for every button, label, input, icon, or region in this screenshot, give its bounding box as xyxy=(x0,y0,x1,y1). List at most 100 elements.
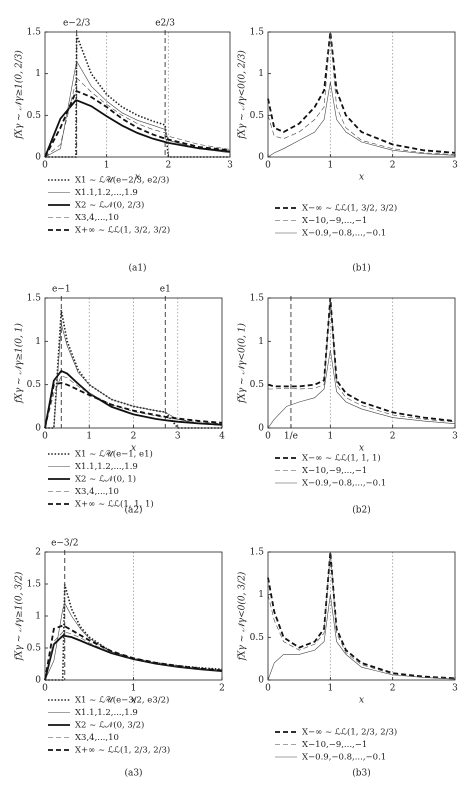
panel-label: (a2) xyxy=(124,505,142,516)
x-tick-label: 2 xyxy=(390,684,396,694)
panel-label: (b2) xyxy=(352,505,371,516)
x-tick-label: 0 xyxy=(42,684,48,694)
panel-label: (b3) xyxy=(352,768,371,779)
x-axis-label: x xyxy=(131,444,136,454)
legend-label: X1.1,1.2,...,1.9 xyxy=(75,462,138,472)
panel-label: (a1) xyxy=(128,263,146,274)
marker-label: e−3/2 xyxy=(51,539,78,549)
y-tick-label: 1.5 xyxy=(250,28,265,38)
y-axis-label: fXγ ~ 𝒩γ≥1(0, 2/3) xyxy=(14,50,25,140)
y-axis-label: fXγ ~ 𝒩γ<0(0, 3/2) xyxy=(237,571,248,661)
x-tick-label: 1 xyxy=(327,432,333,442)
x-tick-label: 0 xyxy=(42,432,48,442)
series-line xyxy=(267,31,456,154)
legend-label: X3,4,...,10 xyxy=(75,733,119,743)
y-tick-label: 0 xyxy=(35,153,41,163)
legend-label: X−10,−9,...,−1 xyxy=(302,216,367,226)
legend-label: X2 ~ ℒ𝒩(0, 3/2) xyxy=(75,720,144,731)
y-tick-label: 0 xyxy=(258,424,264,434)
marker-label: e−1 xyxy=(52,285,71,295)
y-tick-label: 0.5 xyxy=(250,380,265,390)
x-tick-label: 2 xyxy=(390,432,396,442)
y-axis-label: fXγ ~ 𝒩γ<0(0, 2/3) xyxy=(237,50,248,140)
y-tick-label: 1 xyxy=(258,69,264,79)
y-tick-label: 0.5 xyxy=(250,633,265,643)
x-tick-label: 3 xyxy=(175,432,181,442)
x-axis-label: x xyxy=(359,444,364,454)
legend-label: X+∞ ~ ℒℒ(1, 1, 1) xyxy=(75,499,154,510)
x-tick-label: 0 xyxy=(265,684,271,694)
x-axis-label: x xyxy=(359,173,364,183)
legend-label: X1.1,1.2,...,1.9 xyxy=(75,708,138,718)
panel-label: (a3) xyxy=(124,768,142,779)
y-tick-label: 1 xyxy=(258,337,264,347)
legend-label: X−∞ ~ ℒℒ(1, 1, 1) xyxy=(302,453,381,464)
x-tick-label: 3 xyxy=(452,161,458,171)
y-tick-label: 0.5 xyxy=(27,111,42,121)
series-line xyxy=(44,99,231,158)
x-tick-label: 1 xyxy=(131,684,137,694)
plot-frame xyxy=(267,297,456,429)
series-line xyxy=(44,369,223,429)
series-line xyxy=(44,624,223,681)
y-tick-label: 0.5 xyxy=(250,111,265,121)
y-tick-label: 1 xyxy=(35,69,41,79)
y-axis-label: fXγ ~ 𝒩γ<0(0, 1) xyxy=(237,323,248,404)
marker-label: e2/3 xyxy=(155,19,175,29)
legend-label: X+∞ ~ ℒℒ(1, 2/3, 2/3) xyxy=(75,745,170,756)
x-tick-label: 1 xyxy=(104,161,110,171)
x-tick-label: 1/e xyxy=(284,432,298,442)
legend-label: X−0.9,−0.8,...,−0.1 xyxy=(302,479,386,489)
plot-frame xyxy=(44,31,231,158)
legend-label: X+∞ ~ ℒℒ(1, 3/2, 3/2) xyxy=(75,225,170,236)
x-axis-label: x xyxy=(131,696,136,706)
panel-label: (b1) xyxy=(352,263,371,274)
x-tick-label: 3 xyxy=(227,161,233,171)
x-tick-label: 0 xyxy=(42,161,48,171)
legend-label: X1 ~ ℒ𝒰(e−3/2, e3/2) xyxy=(75,695,169,706)
legend-label: X1 ~ ℒ𝒰(e−2/3, e2/3) xyxy=(75,175,169,186)
x-tick-label: 2 xyxy=(165,161,171,171)
series-line xyxy=(44,90,231,158)
y-tick-label: 0.5 xyxy=(27,380,42,390)
series-line xyxy=(267,349,456,429)
y-axis-label: fXγ ~ 𝒩γ≥1(0, 3/2) xyxy=(14,571,25,661)
x-tick-label: 1 xyxy=(327,684,333,694)
series-line xyxy=(45,35,230,158)
x-tick-label: 1 xyxy=(327,161,333,171)
legend-label: X1 ~ ℒ𝒰(e−1, e1) xyxy=(75,449,153,460)
legend-label: X−∞ ~ ℒℒ(1, 2/3, 2/3) xyxy=(302,727,397,738)
y-tick-label: 2 xyxy=(35,548,41,558)
legend-label: X1.1,1.2,...,1.9 xyxy=(75,188,138,198)
x-tick-label: 2 xyxy=(390,161,396,171)
y-tick-label: 0 xyxy=(258,153,264,163)
plot-frame xyxy=(267,551,456,681)
series-line xyxy=(267,594,456,681)
y-tick-label: 0 xyxy=(35,424,41,434)
y-tick-label: 0 xyxy=(258,676,264,686)
x-axis-label: x xyxy=(135,173,140,183)
series-line xyxy=(44,634,223,681)
x-tick-label: 1 xyxy=(86,432,92,442)
legend-label: X−10,−9,...,−1 xyxy=(302,466,367,476)
x-tick-label: 3 xyxy=(452,432,458,442)
x-tick-label: 0 xyxy=(265,161,271,171)
legend-label: X−0.9,−0.8,...,−0.1 xyxy=(302,753,386,763)
y-tick-label: 1.5 xyxy=(27,28,42,38)
plot-frame xyxy=(267,31,456,158)
marker-label: e1 xyxy=(160,285,171,295)
series-line xyxy=(267,297,456,422)
y-tick-label: 1.5 xyxy=(250,294,265,304)
legend-label: X3,4,...,10 xyxy=(75,213,119,223)
legend-label: X2 ~ ℒ𝒩(0, 1) xyxy=(75,474,136,485)
x-tick-label: 4 xyxy=(219,432,225,442)
x-tick-label: 3 xyxy=(452,684,458,694)
y-tick-label: 1 xyxy=(258,590,264,600)
series-line xyxy=(44,381,223,429)
x-tick-label: 2 xyxy=(131,432,137,442)
series-line xyxy=(267,31,456,155)
series-line xyxy=(267,81,456,158)
y-tick-label: 1.5 xyxy=(250,548,265,558)
y-tick-label: 0.5 xyxy=(27,644,42,654)
